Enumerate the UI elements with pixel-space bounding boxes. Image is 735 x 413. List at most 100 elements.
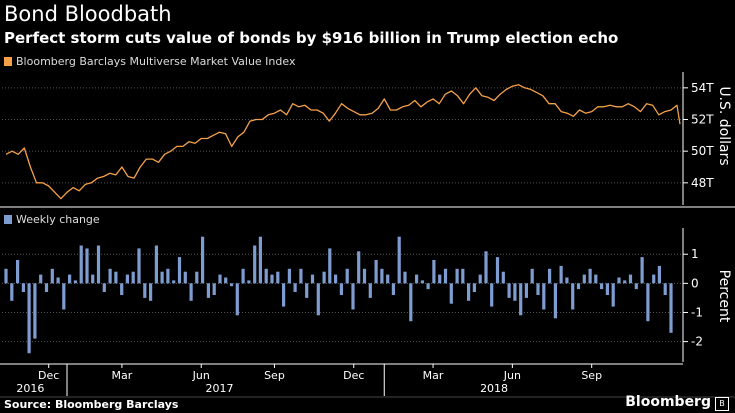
weekly-change-bar bbox=[524, 283, 528, 298]
weekly-change-bar bbox=[495, 257, 500, 284]
weekly-change-bar bbox=[96, 245, 101, 284]
weekly-change-bar bbox=[149, 283, 153, 301]
weekly-change-bar bbox=[166, 268, 170, 284]
weekly-change-bar bbox=[328, 248, 332, 284]
weekly-change-bar bbox=[310, 274, 315, 284]
x-year-label: 2018 bbox=[480, 382, 508, 395]
weekly-change-bar bbox=[582, 274, 586, 284]
weekly-change-bar bbox=[576, 283, 581, 290]
x-tick-label-month: Dec bbox=[343, 369, 364, 382]
x-tick-label-month: Jun bbox=[503, 369, 521, 382]
legend-label-weekly: Weekly change bbox=[16, 213, 100, 226]
x-tick-label-month: Jun bbox=[192, 369, 210, 382]
y-axis-label-top: U.S. dollars bbox=[716, 86, 732, 165]
weekly-change-bar bbox=[484, 251, 488, 284]
weekly-change-bar bbox=[548, 268, 552, 284]
weekly-change-bar bbox=[351, 283, 355, 310]
weekly-change-bar bbox=[137, 248, 141, 284]
source-note: Source: Bloomberg Barclays bbox=[4, 398, 179, 411]
x-year-label: 2016 bbox=[16, 382, 44, 395]
y-axis-label-bottom: Percent bbox=[716, 270, 732, 323]
y-tick-label-top: 50T bbox=[691, 144, 714, 158]
weekly-change-bar bbox=[125, 274, 129, 284]
weekly-change-bar bbox=[391, 283, 395, 295]
weekly-change-bar bbox=[218, 274, 222, 284]
weekly-change-bar bbox=[258, 236, 262, 284]
weekly-change-bar bbox=[33, 283, 37, 339]
weekly-change-bar bbox=[553, 283, 557, 319]
weekly-change-bar bbox=[235, 283, 239, 316]
weekly-change-bar bbox=[634, 283, 638, 290]
weekly-change-bar bbox=[16, 260, 20, 284]
weekly-change-bar bbox=[652, 274, 656, 284]
weekly-change-bar bbox=[420, 280, 424, 284]
y-tick-label-top: 54T bbox=[691, 81, 714, 95]
weekly-change-bar bbox=[212, 283, 216, 295]
x-tick-label-month: Dec bbox=[38, 369, 59, 382]
weekly-change-bar bbox=[594, 274, 598, 284]
weekly-change-bar bbox=[206, 283, 210, 298]
weekly-change-bar bbox=[241, 268, 245, 284]
weekly-change-bar bbox=[357, 251, 361, 284]
weekly-change-bar bbox=[10, 283, 14, 301]
weekly-change-bar bbox=[322, 271, 326, 284]
weekly-change-bar bbox=[299, 268, 303, 284]
weekly-change-bar bbox=[102, 283, 106, 292]
weekly-change-bar bbox=[91, 274, 95, 284]
weekly-change-bar bbox=[160, 271, 164, 284]
weekly-change-bar bbox=[663, 283, 667, 295]
x-tick-label-month: Mar bbox=[423, 369, 444, 382]
weekly-change-bar bbox=[264, 268, 268, 284]
weekly-change-bar bbox=[640, 257, 644, 284]
weekly-change-bar bbox=[50, 268, 54, 284]
y-tick-label-bottom: -2 bbox=[691, 335, 703, 349]
weekly-change-bar bbox=[368, 283, 372, 298]
weekly-change-bar bbox=[287, 268, 291, 284]
weekly-change-bar bbox=[623, 280, 627, 284]
x-tick-label-month: Mar bbox=[112, 369, 133, 382]
x-tick-label-month: Sep bbox=[581, 369, 602, 382]
weekly-change-bar bbox=[646, 283, 650, 322]
weekly-change-bar bbox=[455, 268, 459, 284]
weekly-change-bar bbox=[617, 277, 621, 284]
x-tick-label-month: Sep bbox=[264, 369, 285, 382]
weekly-change-bar bbox=[588, 268, 592, 284]
weekly-change-bar bbox=[628, 274, 633, 284]
weekly-change-bar bbox=[507, 283, 511, 298]
weekly-change-bar bbox=[542, 283, 546, 310]
weekly-change-bar bbox=[247, 280, 251, 284]
weekly-change-bar bbox=[478, 274, 482, 284]
weekly-change-bar bbox=[276, 271, 280, 284]
weekly-change-bar bbox=[282, 283, 286, 307]
weekly-change-bar bbox=[79, 245, 83, 284]
index-line bbox=[5, 84, 681, 200]
weekly-change-bar bbox=[131, 271, 135, 284]
weekly-change-bar bbox=[559, 265, 563, 284]
weekly-change-bar bbox=[143, 283, 147, 298]
weekly-change-bar bbox=[68, 274, 72, 284]
legend-label-index: Bloomberg Barclays Multiverse Market Val… bbox=[16, 55, 296, 68]
weekly-change-bar bbox=[114, 271, 118, 284]
weekly-change-bar bbox=[85, 248, 89, 284]
weekly-change-bar bbox=[657, 265, 661, 284]
weekly-change-bar bbox=[189, 283, 193, 301]
weekly-change-bar bbox=[21, 283, 25, 292]
weekly-change-bar bbox=[386, 274, 390, 284]
x-year-label: 2017 bbox=[206, 382, 234, 395]
legend-swatch-index bbox=[4, 57, 12, 66]
weekly-change-bar bbox=[600, 283, 604, 290]
weekly-change-bar bbox=[362, 268, 367, 284]
weekly-change-bar bbox=[467, 283, 471, 301]
weekly-change-bar bbox=[501, 271, 505, 284]
weekly-change-bar bbox=[669, 283, 673, 333]
weekly-change-bar bbox=[571, 283, 575, 310]
weekly-change-bar bbox=[316, 283, 320, 316]
weekly-change-bar bbox=[27, 283, 31, 354]
weekly-change-bar bbox=[611, 283, 615, 307]
weekly-change-bar bbox=[472, 283, 476, 292]
weekly-change-bar bbox=[409, 283, 413, 322]
weekly-change-bar bbox=[56, 277, 60, 284]
weekly-change-bar bbox=[530, 268, 534, 284]
weekly-change-bar bbox=[449, 283, 453, 304]
weekly-change-bar bbox=[224, 277, 228, 284]
